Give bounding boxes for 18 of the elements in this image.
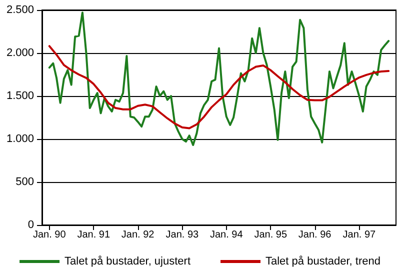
- x-tick-label: Jan. 91: [77, 230, 110, 240]
- legend-label: Talet på bustader, trend: [266, 256, 380, 268]
- y-tick-label: 0: [28, 219, 34, 231]
- y-tick-label: 1.500: [6, 90, 34, 102]
- x-tick-label: Jan. 93: [166, 230, 200, 240]
- x-tick-label: Jan. 92: [121, 230, 155, 240]
- x-tick-label: Jan. 96: [298, 230, 332, 240]
- y-tick-label: 2.000: [6, 47, 34, 59]
- x-tick-label: Jan. 94: [210, 230, 244, 240]
- x-tick-label: Jan. 95: [254, 230, 288, 240]
- legend-label: Talet på bustader, ujustert: [64, 256, 190, 268]
- y-tick-label: 2.500: [6, 4, 34, 16]
- x-tick-label: Jan. 97: [342, 230, 376, 240]
- line-series: [48, 45, 390, 130]
- y-tick-label: 500: [16, 176, 34, 188]
- y-tick-label: 1.000: [6, 133, 34, 145]
- line-series: [48, 12, 390, 146]
- x-tick-label: Jan. 90: [32, 230, 66, 240]
